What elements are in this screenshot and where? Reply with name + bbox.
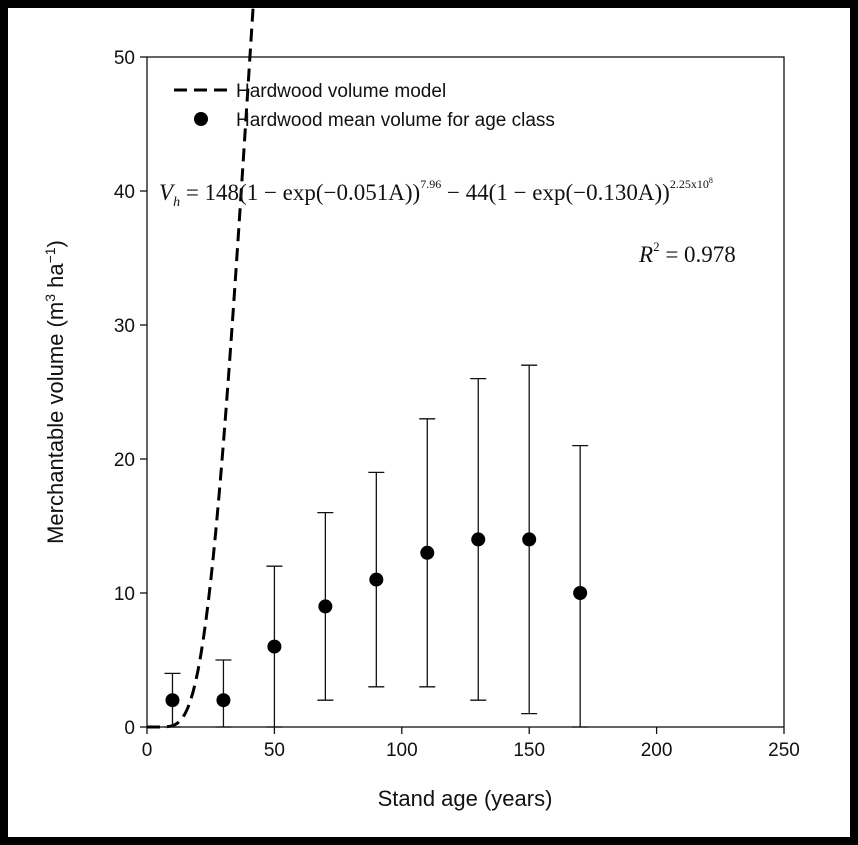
y-tick-label: 10 — [114, 584, 135, 605]
y-tick-label: 20 — [114, 450, 135, 471]
data-point-group — [521, 364, 538, 715]
y-axis-label: Merchantable volume (m3 ha−1) — [42, 240, 68, 544]
x-tick-label: 50 — [264, 740, 285, 761]
data-point-group — [317, 511, 334, 701]
data-point — [165, 693, 180, 708]
legend: Hardwood volume model Hardwood mean volu… — [174, 81, 555, 131]
volume-chart: 0 50 100 150 200 250 0 10 20 30 40 50 Stand age (y… — [42, 8, 800, 811]
figure-frame: 0 50 100 150 200 250 0 10 20 30 40 50 Stand age (y… — [8, 8, 850, 837]
data-point — [471, 532, 486, 547]
plot-area-border — [146, 56, 785, 728]
data-point — [522, 532, 537, 547]
r-squared-label: R2 = 0.978 — [638, 239, 736, 267]
y-axis-ticks: 0 10 20 30 40 50 — [114, 48, 147, 739]
data-point-group — [368, 471, 385, 688]
x-tick-label: 250 — [768, 740, 800, 761]
data-point-group — [164, 672, 181, 728]
x-tick-label: 200 — [641, 740, 673, 761]
x-tick-label: 100 — [386, 740, 418, 761]
x-axis-label: Stand age (years) — [378, 786, 553, 811]
y-tick-label: 50 — [114, 48, 135, 69]
data-point — [318, 599, 333, 614]
data-point-group — [215, 659, 232, 728]
hardwood-mean-points — [164, 364, 589, 728]
data-point-group — [572, 444, 589, 728]
legend-point-swatch — [194, 112, 208, 126]
x-axis-ticks: 0 50 100 150 200 250 — [142, 727, 800, 761]
data-point — [216, 693, 231, 708]
x-tick-label: 0 — [142, 740, 153, 761]
x-tick-label: 150 — [513, 740, 545, 761]
y-tick-label: 30 — [114, 316, 135, 337]
data-point — [267, 639, 282, 654]
data-point-group — [266, 565, 283, 728]
data-point — [369, 572, 384, 587]
data-point-group — [470, 377, 487, 701]
legend-label-model: Hardwood volume model — [236, 81, 446, 102]
legend-label-points: Hardwood mean volume for age class — [236, 110, 555, 131]
data-point — [420, 545, 435, 560]
data-point-group — [419, 418, 436, 688]
model-equation: Vh = 148(1 − exp(−0.051A))7.96 − 44(1 − … — [159, 176, 713, 210]
y-tick-label: 40 — [114, 182, 135, 203]
data-point — [573, 586, 588, 600]
y-tick-label: 0 — [124, 718, 135, 739]
